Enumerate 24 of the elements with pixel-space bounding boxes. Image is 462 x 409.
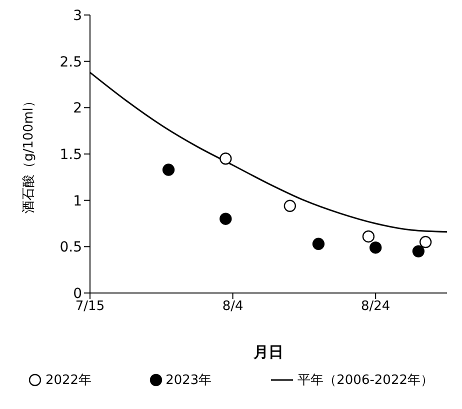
y-tick-label: 0	[73, 286, 82, 302]
point	[162, 164, 175, 176]
point	[370, 241, 382, 254]
legend-label: 2023年	[166, 372, 212, 389]
x-tick-label: 8/4	[222, 299, 244, 314]
x-tick-label: 7/15	[75, 299, 105, 314]
y-tick-label: 1	[73, 193, 82, 210]
point	[284, 200, 296, 212]
y-tick-label: 1.5	[60, 146, 82, 163]
legend-label: 2022年	[45, 372, 92, 389]
y-tick-label: 2.5	[60, 54, 82, 70]
x-tick-label: 8/24	[361, 299, 390, 314]
point	[220, 152, 232, 165]
point	[412, 245, 425, 258]
legend-label: 平年（2006-2022年）	[298, 372, 434, 389]
point	[362, 230, 375, 243]
y-tick-label: 2	[73, 100, 82, 117]
point	[312, 238, 325, 250]
point	[419, 236, 432, 248]
x-axis-title: 月日	[252, 343, 284, 361]
point	[220, 212, 232, 225]
y-axis-title: 酒石酸（g/100ml）	[22, 94, 37, 214]
y-tick-label: 3	[73, 8, 82, 24]
y-tick-label: 0.5	[60, 240, 82, 256]
